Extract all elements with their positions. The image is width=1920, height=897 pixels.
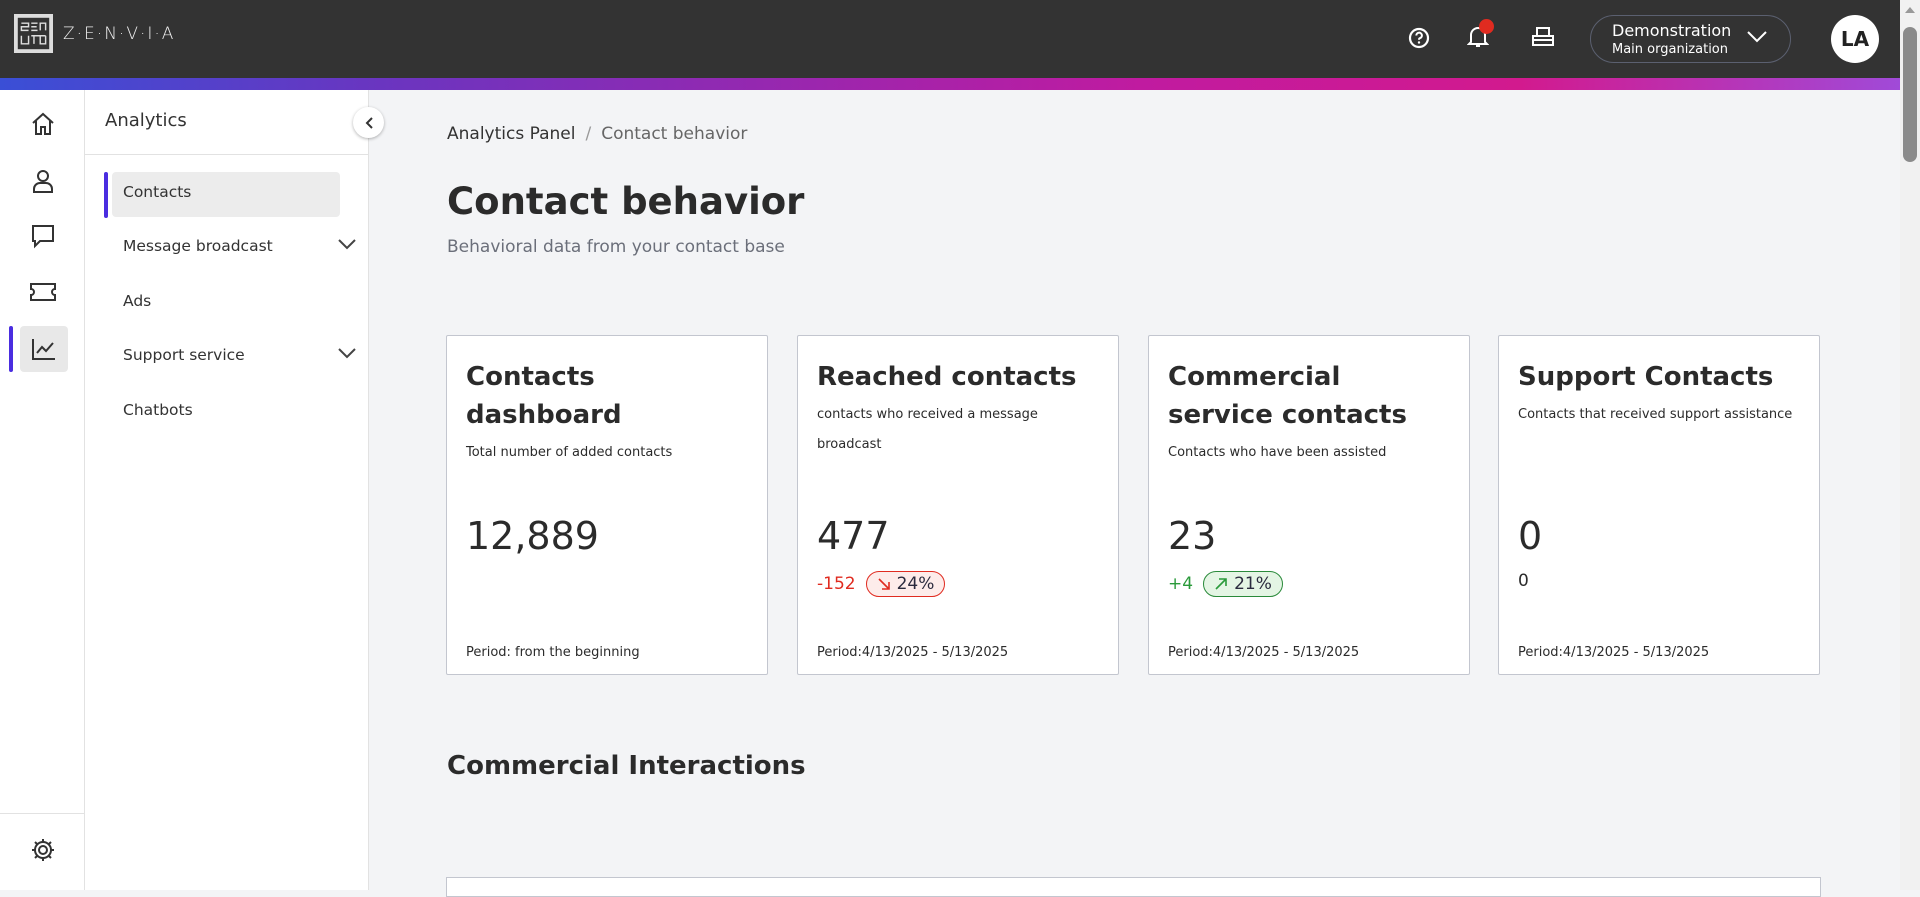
delta-value: 0 [1518,571,1529,591]
delta-value: -152 [817,574,856,594]
arrow-down-right-icon [878,578,890,590]
logo-mark-icon [14,14,53,53]
collapse-sidebar-button[interactable] [353,107,384,138]
page-subtitle: Behavioral data from your contact base [447,237,785,257]
delta-value: +4 [1168,574,1194,594]
trend-badge: 24% [865,571,946,597]
main-content: Analytics Panel / Contact behavior Contact… [369,90,1900,897]
card-value: 23 [1168,514,1217,558]
sidebar-item-contacts[interactable]: Contacts [112,172,340,217]
card-value: 0 [1518,514,1543,558]
home-icon [32,112,54,135]
page-title: Contact behavior [447,180,805,223]
breadcrumb: Analytics Panel / Contact behavior [447,124,748,144]
scrollbar-thumb[interactable] [1903,27,1917,162]
rail-divider [0,813,85,814]
sidebar-item-message-broadcast[interactable]: Message broadcast [112,226,356,271]
help-icon[interactable] [1408,27,1430,49]
settings-icon [32,839,54,861]
sidebar-item-chatbots[interactable]: Chatbots [123,401,193,419]
card-value: 477 [817,514,890,558]
sidebar-item-support-service[interactable]: Support service [112,335,356,380]
chevron-down-icon [338,239,356,250]
chat-icon [32,225,54,249]
analytics-icon [32,339,55,360]
card-period: Period:4/13/2025 - 5/13/2025 [1168,645,1360,660]
card-period: Period:4/13/2025 - 5/13/2025 [817,645,1009,660]
printer-icon[interactable] [1531,26,1555,48]
sidebar-title: Analytics [85,90,368,155]
nav-contacts[interactable] [26,164,60,198]
notification-badge [1479,19,1494,34]
card-value: 12,889 [466,514,599,558]
analytics-sidebar: Analytics Contacts Message broadcast Ads… [85,90,369,890]
scrollbar[interactable] [1900,0,1920,890]
breadcrumb-current: Contact behavior [601,124,748,144]
chevron-down-icon [1747,31,1767,43]
card-reached-contacts: Reached contacts contacts who received a… [797,335,1119,675]
nav-tickets[interactable] [26,275,60,309]
card-period: Period: from the beginning [466,645,640,660]
card-commercial-service-contacts: Commercial service contacts Contacts who… [1148,335,1470,675]
active-indicator [104,172,108,218]
nav-home[interactable] [26,107,60,141]
commercial-interactions-card [446,877,1821,897]
icon-rail [0,90,85,890]
nav-analytics[interactable] [20,326,68,372]
section-title: Commercial Interactions [447,751,806,781]
zenvia-logo[interactable]: Z·E·N·V·I·A [14,14,175,53]
organization-selector[interactable]: Demonstration Main organization [1590,15,1791,63]
brand-gradient-bar [0,78,1900,90]
sidebar-item-ads[interactable]: Ads [123,292,152,310]
user-avatar[interactable]: LA [1831,15,1879,63]
card-contacts-dashboard: Contacts dashboard Total number of added… [446,335,768,675]
top-bar: Z·E·N·V·I·A Demonstration Main organizat… [0,0,1900,78]
arrow-up-right-icon [1215,578,1227,590]
scroll-up-icon[interactable] [1905,6,1915,13]
trend-badge: 21% [1203,571,1283,597]
breadcrumb-parent[interactable]: Analytics Panel [447,124,576,144]
chevron-left-icon [365,116,373,129]
user-icon [33,170,53,193]
card-support-contacts: Support Contacts Contacts that received … [1498,335,1820,675]
ticket-icon [30,283,56,301]
nav-settings[interactable] [26,833,60,867]
chevron-down-icon [338,348,356,359]
active-indicator [9,326,13,372]
nav-chat[interactable] [26,219,60,253]
card-period: Period:4/13/2025 - 5/13/2025 [1518,645,1710,660]
